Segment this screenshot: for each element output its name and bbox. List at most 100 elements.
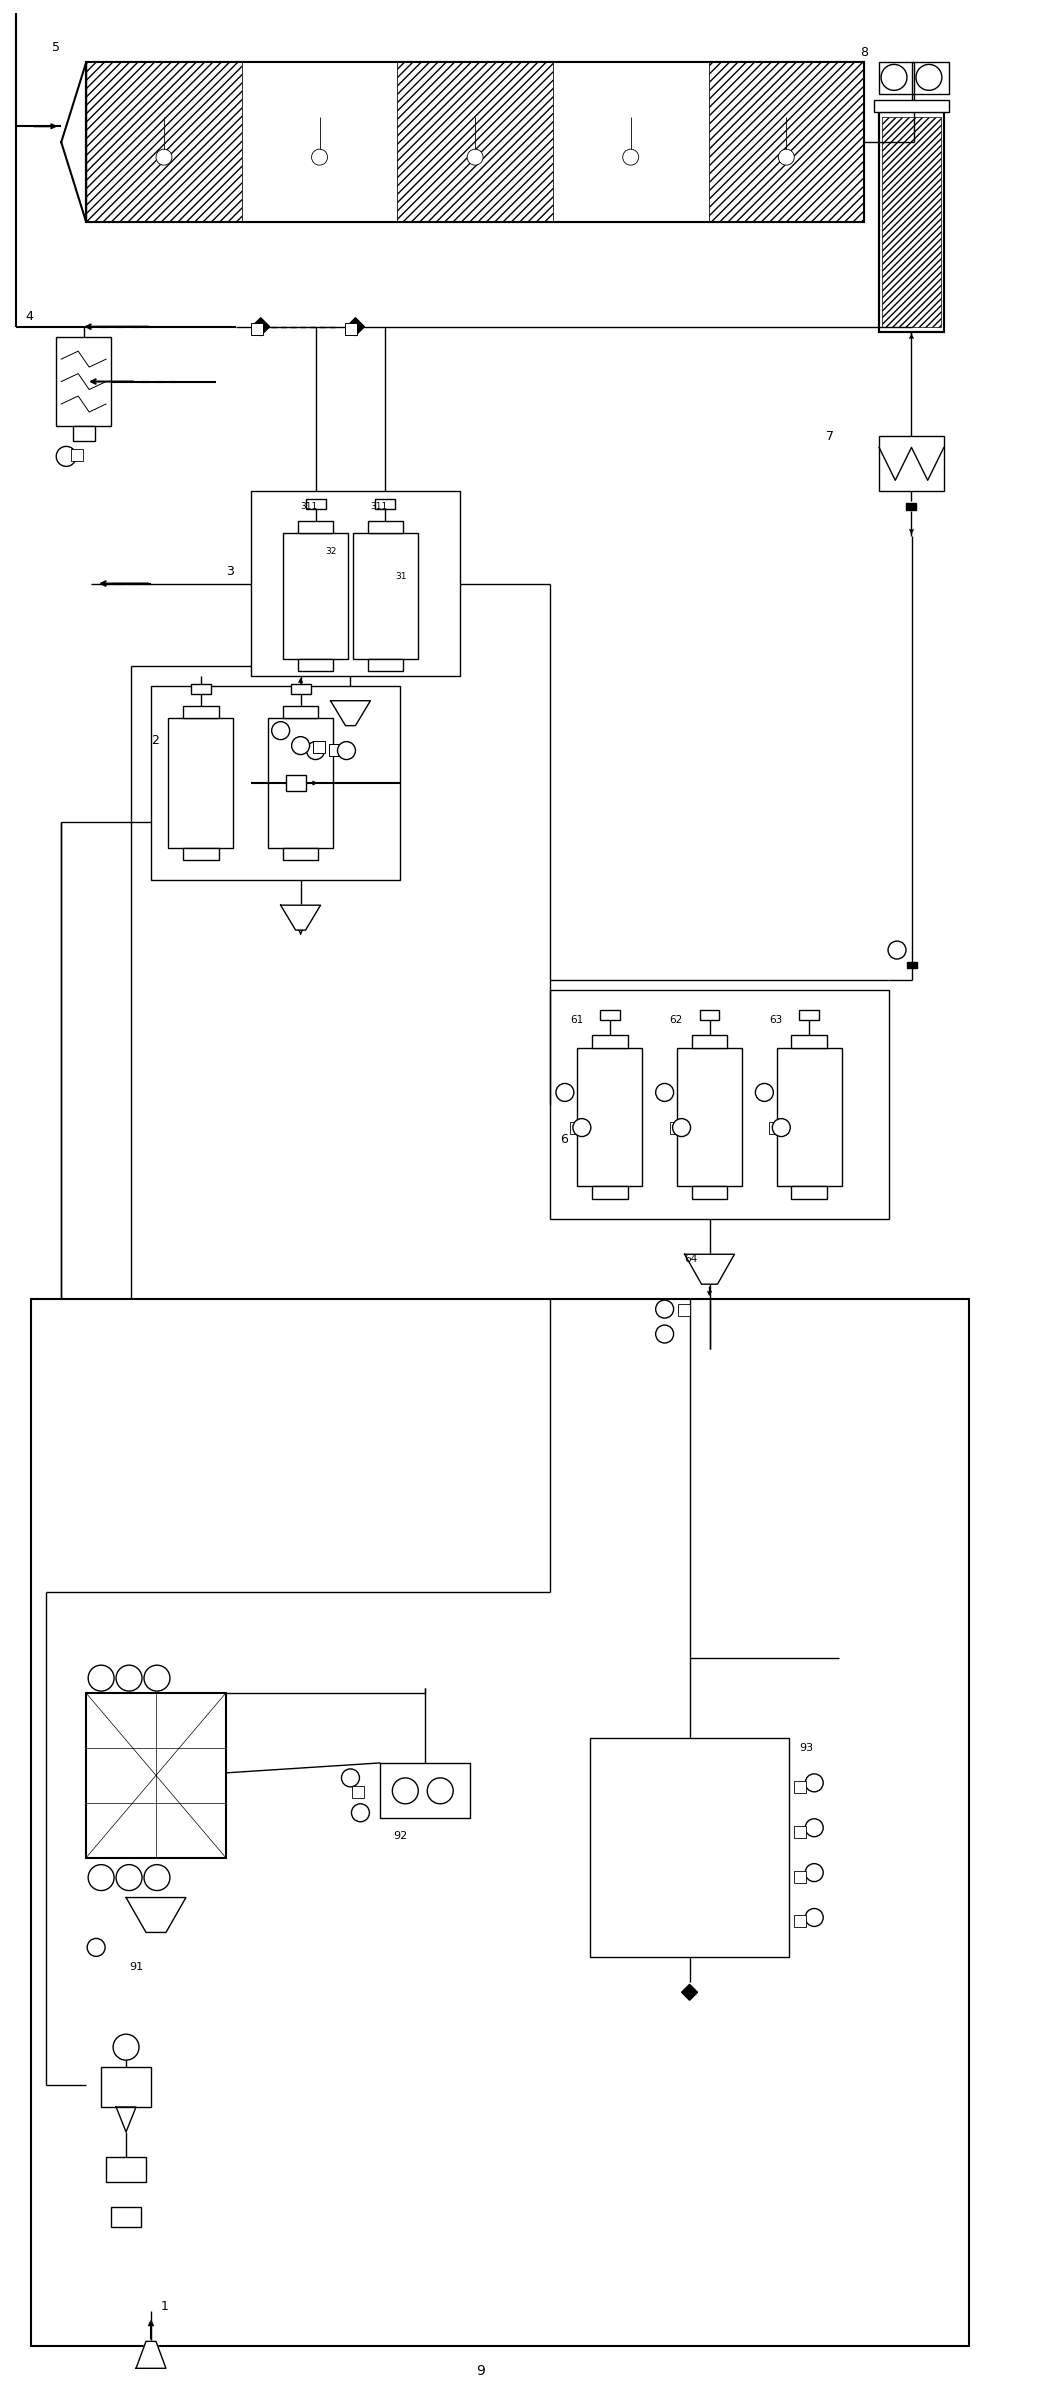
Circle shape [352,1805,370,1821]
Bar [298,521,334,533]
Bar [879,62,949,95]
Text: 9: 9 [476,2364,484,2379]
Circle shape [57,445,77,467]
Circle shape [341,1769,359,1786]
Polygon shape [252,326,270,336]
Bar [882,117,941,326]
Text: 5: 5 [52,40,60,55]
Circle shape [117,1864,142,1891]
Bar [151,686,400,881]
Text: 91: 91 [129,1962,143,1971]
Text: 61: 61 [570,1014,583,1024]
Bar [553,62,709,221]
Polygon shape [117,2107,136,2131]
Circle shape [555,1083,574,1102]
Bar [570,1121,582,1133]
Bar [86,62,864,221]
Polygon shape [346,317,364,326]
Circle shape [655,1083,674,1102]
Bar [353,533,418,660]
Bar [397,62,553,221]
Bar [670,1121,681,1133]
Bar [101,2067,151,2107]
Text: 93: 93 [799,1743,814,1752]
Circle shape [292,736,310,755]
Bar [677,1048,742,1186]
Bar [699,1010,719,1019]
Text: 2: 2 [151,733,159,748]
Bar [794,1871,806,1883]
Bar [792,1036,827,1048]
Bar [329,743,340,755]
Circle shape [156,150,172,164]
Bar [353,1786,364,1798]
Circle shape [427,1779,454,1805]
Bar [86,62,242,221]
Bar [677,1305,690,1317]
Bar [368,521,403,533]
Text: 311: 311 [371,502,387,512]
Circle shape [88,1664,114,1691]
Bar [879,436,944,490]
Polygon shape [126,1898,186,1933]
Circle shape [778,150,794,164]
Bar [183,705,218,719]
Bar [592,1036,628,1048]
Bar [368,660,403,671]
Circle shape [337,740,356,760]
Bar [794,1781,806,1793]
Bar [32,1300,969,2345]
Circle shape [307,740,324,760]
Bar [592,1186,628,1200]
Circle shape [655,1300,674,1319]
Text: 6: 6 [560,1133,568,1145]
Bar [86,62,864,221]
Text: 92: 92 [393,1831,407,1841]
Text: 64: 64 [685,1255,698,1264]
Text: 311: 311 [300,502,318,512]
Bar [590,1738,790,1957]
Bar [306,500,326,510]
Polygon shape [280,905,320,931]
Circle shape [144,1664,170,1691]
Circle shape [673,1119,691,1136]
Bar [794,1914,806,1929]
Bar [57,336,111,426]
Text: 62: 62 [670,1014,682,1024]
Bar [376,500,396,510]
Bar [792,1186,827,1200]
Polygon shape [61,62,86,221]
Circle shape [805,1774,823,1793]
Polygon shape [252,317,270,326]
Bar [242,62,397,221]
Bar [106,2157,146,2181]
Circle shape [573,1119,591,1136]
Circle shape [393,1779,418,1805]
Circle shape [755,1083,774,1102]
Circle shape [623,150,638,164]
Circle shape [272,721,290,740]
Bar [600,1010,620,1019]
Bar [111,2207,141,2226]
Bar [907,962,917,969]
Polygon shape [685,1255,734,1283]
Bar [313,740,324,752]
Circle shape [805,1910,823,1926]
Bar [794,1826,806,1838]
Text: 7: 7 [826,431,834,443]
Circle shape [888,940,906,960]
Bar [251,490,460,676]
Bar [168,719,233,848]
Bar [799,1010,819,1019]
Circle shape [916,64,942,90]
Bar [191,683,211,693]
Polygon shape [681,1993,697,2000]
Polygon shape [346,326,364,336]
Text: 1: 1 [161,2300,169,2312]
Bar [345,324,357,336]
Bar [692,1036,728,1048]
Text: 31: 31 [396,571,406,581]
Circle shape [312,150,328,164]
Circle shape [113,2033,139,2060]
Bar [282,848,318,860]
